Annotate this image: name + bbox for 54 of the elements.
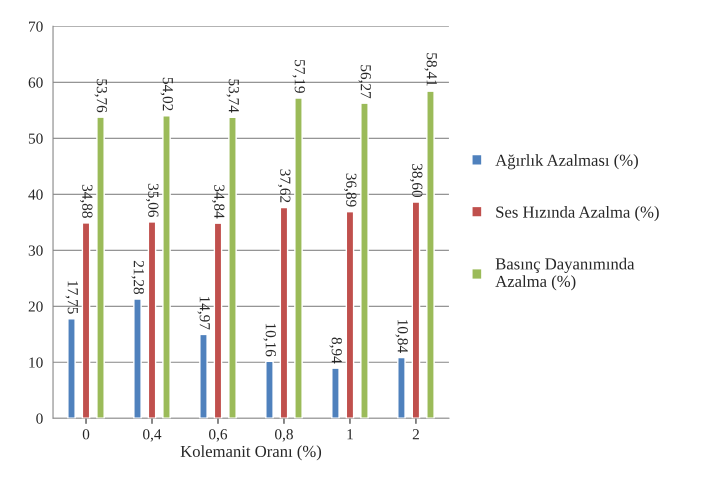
bar [199,334,208,418]
x-tick-label: 2 [412,429,419,440]
bar [331,367,340,418]
bar [96,116,105,418]
data-label: 10,84 [395,320,408,353]
x-tick-label: 0 [82,429,90,440]
data-label: 37,62 [278,169,290,202]
x-tick-label: 0,8 [275,429,293,442]
data-label: 58,41 [424,53,437,86]
y-tick-label: 30 [28,245,43,256]
data-label: 21,28 [131,260,144,294]
bar [82,222,90,418]
y-tick-label: 70 [29,21,43,32]
bar [360,102,369,418]
bar [228,116,237,418]
bar [426,90,435,418]
data-label: 35,06 [146,184,158,217]
y-tick-label: 10 [29,357,43,368]
data-label: 34,88 [80,184,93,218]
data-label: 53,76 [94,79,107,112]
bar [214,222,222,418]
bar [397,356,406,418]
legend-label: Ağırlık Azalması (%) [495,154,638,170]
data-label: 57,19 [292,60,305,93]
x-axis-title: Kolemanit Oranı (%) [180,445,322,460]
y-tick-label: 20 [28,301,43,312]
y-tick-label: 60 [28,77,43,88]
data-label: 36,89 [344,174,356,207]
data-label: 34,84 [212,185,224,218]
legend-label: Ses Hızında Azalma (%) [496,206,659,222]
legend-label: Basınç Dayanımında Azalma (%) [495,258,634,290]
data-label: 10,16 [263,324,276,356]
bar [294,97,303,418]
bar [133,298,142,418]
data-label: 17,75 [65,281,78,314]
bar [280,206,288,418]
data-label: 38,60 [410,164,422,198]
y-tick-label: 0 [36,413,43,424]
x-tick-label: 0,4 [143,429,162,442]
y-tick-label: 50 [28,133,43,144]
bar [412,201,420,418]
x-tick-label: 0,6 [209,429,228,442]
bar [265,360,274,418]
data-label: 56,27 [358,65,371,98]
bar [162,115,171,418]
data-label: 14,97 [197,296,210,330]
y-tick-label: 40 [28,189,43,200]
data-label: 8,94 [329,338,342,364]
bar [148,221,156,418]
data-label: 53,74 [226,79,239,113]
bar [346,210,354,418]
x-tick-label: 1 [347,429,353,440]
bar [67,318,76,418]
data-label: 54,02 [160,78,174,110]
